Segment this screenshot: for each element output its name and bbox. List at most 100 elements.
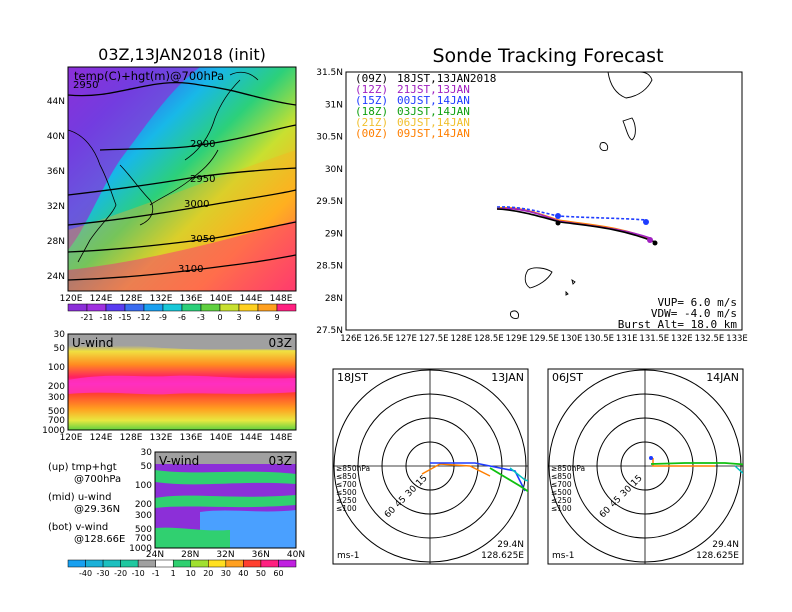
pressure-tick: 100 (135, 481, 152, 491)
legend-jst: 00JST,14JAN (397, 94, 470, 107)
pressure-tick: 30 (141, 448, 153, 458)
temp-map (68, 67, 296, 291)
track-coastlines (510, 72, 653, 319)
map-lat-tick: 44N (47, 97, 65, 107)
notes: (up) tmp+hgt @700hPa (mid) u-wind @29.36… (48, 462, 125, 545)
track-lon-tick: 132.5E (695, 334, 725, 344)
pressure-tick: 700 (135, 534, 152, 544)
hodograph (430, 462, 526, 492)
map-lat-tick: 36N (47, 167, 65, 177)
v-time: 03Z (269, 454, 293, 468)
temp-colorbar: -21 -18 -15 -12 -9 -6 -3 0 3 6 9 (67, 303, 297, 322)
wind-colorbar: -40 -30 -20 -10 -1 1 10 20 30 40 50 60 (67, 559, 297, 578)
polar-level: ≤500 (551, 488, 572, 497)
polar-level: ≤850 (551, 472, 572, 481)
track-lat-tick: 31.5N (316, 68, 343, 78)
v-lat-ticks: 24N 28N 32N 36N 40N (146, 550, 305, 560)
hodograph (489, 467, 528, 493)
legend-utc: (21Z) (355, 116, 388, 129)
polar-level: ≤700 (551, 480, 572, 489)
temp-colorbar-swatch (124, 303, 145, 312)
track-legend: (09Z) 18JST,13JAN2018 (12Z) 21JST,13JAN (15Z… (355, 72, 496, 140)
track-lon-tick: 127.5E (419, 334, 449, 344)
track-lon-tick: 126.5E (364, 334, 394, 344)
u-lon-tick: 120E (60, 433, 83, 443)
polar-level: ≤500 (336, 488, 357, 497)
legend-utc: (18Z) (355, 105, 388, 118)
polar-level: ≤700 (336, 480, 357, 489)
temp-colorbar-swatch (200, 303, 221, 312)
pressure-tick: 300 (48, 393, 65, 403)
note-mid: (mid) u-wind (48, 492, 111, 503)
pressure-tick: 500 (135, 525, 152, 535)
wind-colorbar-label: 10 (186, 569, 196, 578)
temp-colorbar-swatch (181, 303, 202, 312)
legend-jst: 21JST,13JAN (397, 83, 470, 96)
polar-date: 13JAN (491, 371, 524, 384)
wind-colorbar-label: 30 (221, 569, 231, 578)
map-lon-tick: 140E (210, 294, 233, 304)
track-lat-tick: 31N (325, 100, 343, 110)
hodograph-point (649, 456, 653, 460)
map-frame (67, 66, 297, 292)
wind-colorbar-label: 40 (238, 569, 248, 578)
track-lat-ticks: 31.5N 31N 30.5N 30N 29.5N 29N 28.5N 28N 27.5N (316, 68, 343, 336)
map-lon-tick: 120E (60, 294, 83, 304)
temp-colorbar-label: 3 (236, 313, 241, 322)
height-contours (68, 81, 296, 281)
temp-colorbar-swatch (86, 303, 107, 312)
wind-colorbar-label: -30 (97, 569, 110, 578)
temp-colorbar-label: 9 (274, 313, 279, 322)
temp-colorbar-label: -9 (159, 313, 167, 322)
temp-colorbar-swatch (143, 303, 164, 312)
track-lon-tick: 129.5E (529, 334, 559, 344)
track-lat-tick: 29.5N (316, 197, 343, 207)
param-vdw: VDW= -4.0 m/s (651, 307, 737, 320)
temp-colorbar-swatch (238, 303, 259, 312)
wind-colorbar-swatch (208, 559, 227, 568)
hodograph (650, 462, 743, 466)
map-lon-ticks: 120E 124E 128E 132E 136E 140E 144E 148E (60, 294, 293, 304)
polar-level: ≥850hPa (551, 464, 585, 473)
legend-jst: 09JST,14JAN (397, 127, 470, 140)
param-burst: Burst Alt= 18.0 km (618, 318, 738, 331)
right-title: Sonde Tracking Forecast (432, 45, 663, 67)
map-lat-tick: 28N (47, 237, 65, 247)
wind-colorbar-label: -10 (132, 569, 145, 578)
u-lon-tick: 144E (240, 433, 263, 443)
v-lat-tick: 36N (252, 550, 270, 560)
temp-colorbar-swatch (105, 303, 126, 312)
map-lat-ticks: 44N 40N 36N 32N 28N 24N (47, 97, 65, 282)
polar-level: ≤100 (551, 504, 572, 513)
contour-labels: 2900 2950 3000 3050 3100 2950 (73, 80, 215, 275)
track-lat-tick: 30.5N (316, 133, 343, 143)
u-time: 03Z (269, 336, 293, 350)
legend-jst: 18JST,13JAN2018 (397, 72, 496, 85)
pressure-tick: 1000 (42, 426, 65, 436)
pressure-tick: 50 (141, 462, 153, 472)
contour-label: 2950 (73, 80, 98, 91)
polar-time: 18JST (337, 371, 368, 384)
polar-lon: 128.625E (481, 551, 524, 561)
map-lon-tick: 124E (90, 294, 113, 304)
legend-jst: 06JST,14JAN (397, 116, 470, 129)
track-lat-tick: 28.5N (316, 262, 343, 272)
v-lat-tick: 40N (287, 550, 305, 560)
hodograph (421, 463, 491, 477)
temp-colorbar-label: -12 (137, 313, 150, 322)
polar-lat: 29.4N (497, 540, 524, 550)
track-lon-tick: 126E (340, 334, 362, 344)
hodograph (652, 458, 715, 467)
param-vup: VUP= 6.0 m/s (658, 296, 737, 309)
params: VUP= 6.0 m/s VDW= -4.0 m/s Burst Alt= 18… (618, 296, 738, 331)
sonde-tracks (496, 206, 658, 246)
v-lat-tick: 28N (181, 550, 199, 560)
map-lon-tick: 136E (180, 294, 203, 304)
legend-utc: (09Z) (355, 72, 388, 85)
track-lat-tick: 27.5N (316, 326, 343, 336)
u-lon-tick: 132E (150, 433, 173, 443)
wind-colorbar-swatch (225, 559, 244, 568)
